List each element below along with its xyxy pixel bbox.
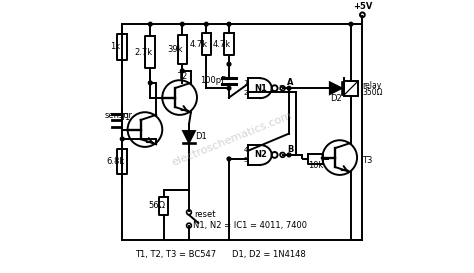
Text: D2: D2 bbox=[330, 94, 342, 103]
Text: N1, N2 = IC1 = 4011, 7400: N1, N2 = IC1 = 4011, 7400 bbox=[193, 221, 307, 230]
Text: 4.7k: 4.7k bbox=[190, 40, 208, 49]
Circle shape bbox=[227, 62, 231, 66]
Text: 10k: 10k bbox=[308, 161, 323, 170]
Text: T1, T2, T3 = BC547: T1, T2, T3 = BC547 bbox=[135, 250, 216, 259]
Text: N2: N2 bbox=[255, 150, 267, 159]
Circle shape bbox=[227, 86, 231, 90]
Text: electroschematics.com: electroschematics.com bbox=[170, 110, 293, 168]
Circle shape bbox=[148, 81, 152, 85]
Text: 100pF: 100pF bbox=[201, 76, 226, 85]
Text: +5V: +5V bbox=[353, 2, 372, 11]
Circle shape bbox=[181, 22, 184, 26]
Text: 56Ω: 56Ω bbox=[148, 201, 165, 210]
Text: 4.7k: 4.7k bbox=[212, 40, 230, 49]
Text: 350Ω: 350Ω bbox=[362, 88, 383, 97]
Text: T2: T2 bbox=[177, 72, 187, 81]
Circle shape bbox=[120, 137, 124, 141]
Text: 1k: 1k bbox=[110, 42, 121, 51]
Text: D1: D1 bbox=[195, 132, 207, 141]
Polygon shape bbox=[183, 131, 195, 143]
Text: sensor: sensor bbox=[105, 111, 133, 120]
Text: D1, D2 = 1N4148: D1, D2 = 1N4148 bbox=[232, 250, 306, 259]
Text: 6.8k: 6.8k bbox=[107, 157, 125, 166]
Text: 39k: 39k bbox=[167, 45, 183, 54]
Text: relay: relay bbox=[362, 81, 382, 90]
Text: N1: N1 bbox=[255, 84, 267, 93]
Text: 4: 4 bbox=[244, 147, 248, 153]
Text: T3: T3 bbox=[363, 156, 373, 165]
Text: 3: 3 bbox=[278, 85, 283, 91]
Circle shape bbox=[287, 86, 291, 90]
Text: B: B bbox=[287, 144, 293, 153]
Polygon shape bbox=[330, 82, 342, 94]
Circle shape bbox=[148, 22, 152, 26]
Text: 6: 6 bbox=[278, 152, 283, 158]
Text: A: A bbox=[287, 78, 293, 87]
Text: 5: 5 bbox=[244, 157, 248, 163]
Circle shape bbox=[349, 22, 353, 26]
Text: T1: T1 bbox=[120, 113, 130, 122]
Circle shape bbox=[227, 22, 231, 26]
Text: 1: 1 bbox=[244, 81, 248, 86]
Text: reset: reset bbox=[194, 210, 216, 219]
Circle shape bbox=[204, 22, 208, 26]
Circle shape bbox=[287, 153, 291, 157]
Text: 2: 2 bbox=[244, 90, 248, 96]
Circle shape bbox=[227, 157, 231, 161]
Circle shape bbox=[181, 69, 184, 73]
Bar bbox=[344, 81, 358, 96]
Text: 2.7k: 2.7k bbox=[134, 48, 152, 57]
